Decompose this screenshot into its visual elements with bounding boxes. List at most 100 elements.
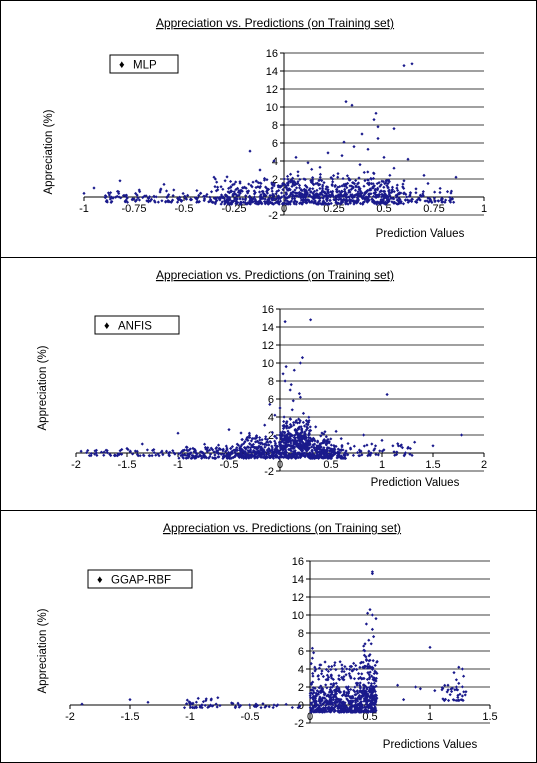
- data-point: [298, 431, 302, 435]
- data-point: [449, 197, 453, 201]
- data-point: [332, 688, 336, 692]
- data-point: [457, 665, 461, 669]
- scatter-points: [80, 570, 468, 714]
- data-point: [310, 710, 314, 714]
- data-point: [244, 437, 248, 441]
- data-point: [406, 446, 410, 450]
- data-point: [297, 417, 301, 421]
- y-tick-label: 16: [292, 556, 304, 568]
- data-point: [383, 189, 387, 193]
- data-point: [306, 446, 310, 451]
- data-point: [366, 178, 370, 182]
- data-point: [314, 694, 319, 698]
- data-point: [430, 200, 434, 204]
- data-point: [311, 697, 315, 702]
- data-point: [382, 185, 386, 189]
- data-point: [332, 448, 336, 452]
- data-point: [283, 441, 287, 445]
- data-point: [282, 452, 286, 457]
- data-point: [182, 706, 187, 710]
- data-point: [332, 446, 336, 450]
- data-point: [359, 449, 363, 453]
- data-point: [244, 456, 248, 460]
- data-point: [261, 189, 265, 194]
- data-point: [370, 613, 374, 617]
- data-point: [293, 438, 297, 442]
- data-point: [349, 193, 353, 197]
- data-point: [209, 446, 213, 450]
- data-point: [318, 663, 322, 667]
- data-point: [317, 446, 321, 450]
- data-point: [458, 692, 462, 696]
- data-point: [159, 450, 163, 454]
- data-point: [283, 379, 287, 383]
- data-point: [303, 430, 307, 434]
- data-point: [141, 195, 145, 200]
- data-point: [244, 194, 248, 198]
- data-point: [456, 698, 461, 702]
- data-point: [390, 185, 395, 189]
- data-point: [133, 449, 137, 453]
- data-point: [287, 195, 291, 199]
- data-point: [440, 688, 444, 692]
- data-point: [441, 686, 445, 690]
- data-point: [261, 702, 265, 706]
- data-point: [364, 195, 368, 199]
- data-point: [295, 435, 300, 440]
- data-point: [384, 193, 388, 198]
- data-point: [200, 703, 204, 707]
- data-point: [229, 456, 233, 460]
- data-point: [208, 448, 212, 452]
- data-point: [106, 191, 111, 195]
- data-point: [239, 450, 243, 455]
- data-point: [291, 181, 295, 185]
- data-point: [337, 702, 341, 706]
- data-point: [235, 197, 239, 201]
- data-point: [261, 191, 266, 196]
- data-point: [356, 190, 360, 194]
- data-point: [410, 197, 414, 201]
- data-point: [291, 438, 295, 442]
- data-point: [252, 446, 257, 450]
- data-point: [351, 199, 355, 203]
- data-point: [216, 185, 220, 189]
- data-point: [211, 456, 215, 460]
- data-point: [334, 696, 338, 700]
- data-point: [354, 692, 358, 697]
- data-point: [315, 181, 320, 185]
- data-point: [255, 439, 259, 444]
- y-tick-label: 2: [298, 682, 304, 694]
- data-point: [264, 456, 268, 460]
- data-point: [237, 455, 241, 460]
- data-point: [288, 202, 292, 206]
- data-point: [373, 709, 377, 713]
- data-point: [328, 198, 332, 203]
- data-point: [297, 183, 302, 188]
- data-point: [344, 673, 348, 677]
- data-point: [452, 200, 456, 204]
- data-point: [300, 356, 305, 360]
- data-point: [354, 707, 358, 711]
- data-point: [352, 667, 356, 671]
- data-point: [249, 183, 253, 188]
- data-point: [323, 696, 327, 701]
- data-point: [331, 701, 335, 705]
- y-tick-label: 16: [262, 304, 274, 316]
- data-point: [308, 443, 312, 447]
- data-point: [325, 673, 329, 677]
- data-point: [278, 454, 282, 459]
- data-point: [368, 187, 372, 191]
- data-point: [104, 195, 108, 199]
- data-point: [303, 183, 307, 188]
- data-point: [280, 446, 284, 451]
- data-point: [410, 453, 414, 457]
- data-point: [371, 659, 375, 663]
- data-point: [370, 703, 374, 707]
- data-point: [382, 201, 386, 205]
- data-point: [196, 696, 200, 700]
- data-point: [401, 182, 405, 186]
- data-point: [247, 453, 251, 457]
- data-point: [234, 188, 238, 192]
- grid-lines: [280, 308, 484, 472]
- data-point: [314, 667, 318, 671]
